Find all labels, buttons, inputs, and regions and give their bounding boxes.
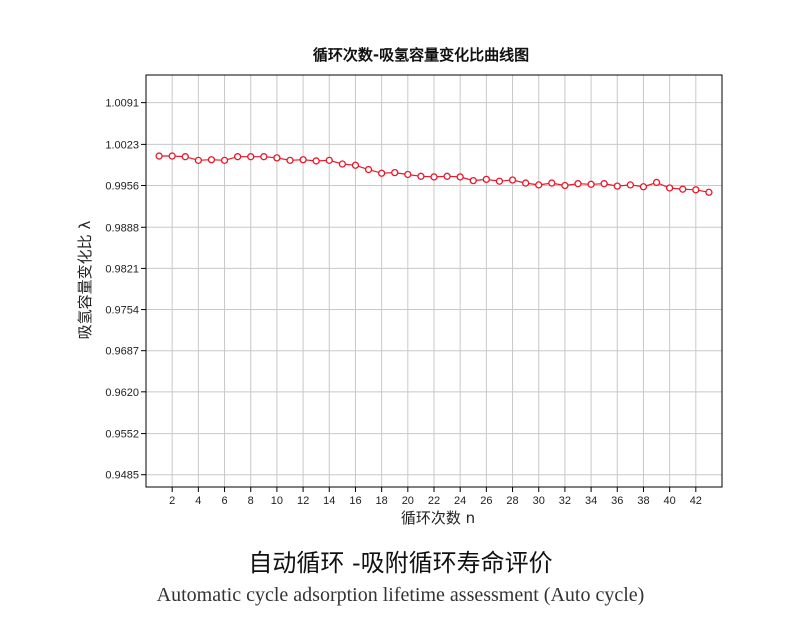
y-tick-label: 1.0023	[105, 139, 139, 151]
data-point	[521, 179, 530, 187]
y-axis-label: 吸氢容量变化比 λ	[76, 221, 94, 340]
data-point	[155, 152, 163, 160]
data-point	[456, 173, 464, 181]
x-tick-label: 16	[349, 495, 361, 507]
y-tick-label: 0.9485	[105, 470, 139, 482]
data-point	[404, 170, 412, 179]
axis-ticks: 2 4 6 8 10 12 14 16 18 20 22 24 26 28 30 32 34 36 38 40 421.…	[105, 98, 702, 507]
data-point	[168, 152, 176, 160]
data-point	[233, 153, 242, 161]
x-axis-label: 循环次数 n	[401, 509, 475, 527]
data-point	[482, 175, 491, 184]
data-point	[692, 186, 700, 194]
data-point	[430, 173, 438, 181]
x-tick-label: 36	[611, 495, 623, 507]
y-tick-label: 0.9888	[105, 222, 139, 234]
data-point	[260, 153, 268, 161]
data-point	[587, 180, 595, 188]
data-point	[325, 156, 333, 164]
x-tick-label: 14	[323, 495, 335, 507]
x-tick-label: 26	[480, 495, 492, 507]
x-tick-label: 18	[376, 495, 388, 507]
data-point	[469, 176, 477, 185]
data-point	[273, 154, 281, 162]
x-tick-label: 38	[637, 495, 649, 507]
x-tick-label: 12	[297, 495, 309, 507]
x-tick-label: 32	[559, 495, 571, 507]
data-point	[495, 177, 504, 185]
x-tick-label: 42	[690, 495, 702, 507]
y-tick-label: 0.9754	[105, 305, 139, 317]
x-tick-label: 22	[428, 495, 440, 507]
data-point	[679, 185, 687, 193]
y-tick-label: 0.9687	[105, 346, 139, 358]
data-point	[364, 165, 373, 174]
data-point	[561, 181, 569, 190]
data-point	[417, 172, 425, 180]
data-point	[338, 160, 347, 168]
x-tick-label: 6	[221, 495, 227, 507]
data-point	[286, 156, 294, 164]
data-point	[574, 180, 582, 188]
y-tick-label: 0.9956	[105, 181, 139, 193]
data-point	[220, 156, 229, 164]
data-point	[639, 183, 648, 191]
data-point	[535, 181, 543, 189]
data-point	[377, 169, 386, 177]
data-point	[613, 182, 621, 190]
data-point	[391, 168, 399, 177]
data-point	[181, 153, 189, 161]
data-point	[626, 181, 635, 189]
x-tick-label: 34	[585, 495, 597, 507]
data-point	[665, 184, 674, 192]
data-point	[299, 156, 307, 164]
y-tick-label: 0.9620	[105, 387, 139, 399]
data-point	[443, 172, 451, 180]
data-point	[548, 179, 556, 187]
data-point	[351, 161, 360, 169]
caption-chinese: 自动循环 -吸附循环寿命评价	[248, 549, 553, 577]
data-point	[705, 188, 713, 196]
x-tick-label: 8	[248, 495, 254, 507]
y-tick-label: 0.9821	[105, 263, 139, 275]
x-tick-label: 24	[454, 495, 466, 507]
x-tick-label: 2	[169, 495, 175, 507]
series-line	[155, 152, 713, 196]
x-tick-label: 4	[195, 495, 201, 507]
caption-english: Automatic cycle adsorption lifetime asse…	[156, 584, 645, 606]
x-tick-label: 30	[533, 495, 545, 507]
gridlines	[146, 75, 722, 487]
data-point	[207, 156, 216, 164]
data-point	[194, 156, 203, 164]
chart-title: 循环次数-吸氢容量变化比曲线图	[313, 46, 529, 64]
data-point	[247, 153, 255, 161]
y-tick-label: 1.0091	[105, 98, 139, 110]
x-tick-label: 40	[664, 495, 676, 507]
x-tick-label: 28	[506, 495, 518, 507]
data-point	[600, 180, 608, 188]
data-point	[652, 178, 661, 187]
y-tick-label: 0.9552	[105, 429, 139, 441]
data-point	[508, 176, 517, 184]
data-point	[312, 157, 320, 165]
x-tick-label: 20	[402, 495, 414, 507]
x-tick-label: 10	[271, 495, 283, 507]
